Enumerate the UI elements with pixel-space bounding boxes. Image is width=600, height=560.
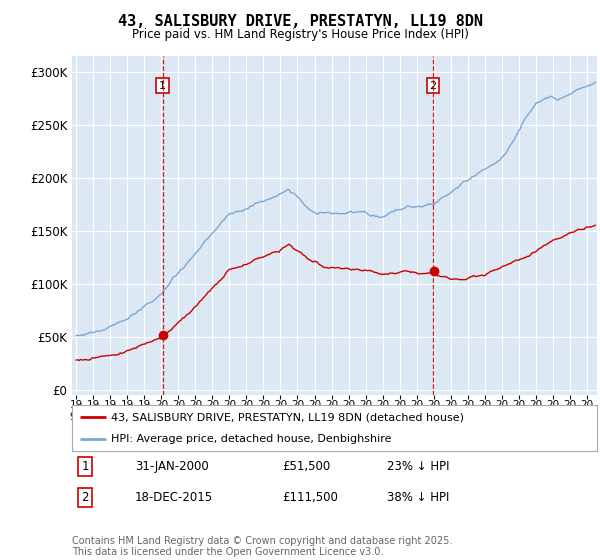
Text: 18-DEC-2015: 18-DEC-2015 <box>135 491 213 504</box>
Text: £51,500: £51,500 <box>282 460 330 473</box>
Text: 43, SALISBURY DRIVE, PRESTATYN, LL19 8DN (detached house): 43, SALISBURY DRIVE, PRESTATYN, LL19 8DN… <box>112 412 464 422</box>
Text: 43, SALISBURY DRIVE, PRESTATYN, LL19 8DN: 43, SALISBURY DRIVE, PRESTATYN, LL19 8DN <box>118 14 482 29</box>
Text: £111,500: £111,500 <box>282 491 338 504</box>
Text: 1: 1 <box>82 460 89 473</box>
Text: 2: 2 <box>82 491 89 504</box>
Text: Price paid vs. HM Land Registry's House Price Index (HPI): Price paid vs. HM Land Registry's House … <box>131 28 469 41</box>
Text: 2: 2 <box>430 81 437 91</box>
Text: 31-JAN-2000: 31-JAN-2000 <box>135 460 209 473</box>
Text: 38% ↓ HPI: 38% ↓ HPI <box>387 491 449 504</box>
Text: 23% ↓ HPI: 23% ↓ HPI <box>387 460 449 473</box>
Text: HPI: Average price, detached house, Denbighshire: HPI: Average price, detached house, Denb… <box>112 435 392 444</box>
Text: Contains HM Land Registry data © Crown copyright and database right 2025.
This d: Contains HM Land Registry data © Crown c… <box>72 535 452 557</box>
Text: 1: 1 <box>159 81 166 91</box>
